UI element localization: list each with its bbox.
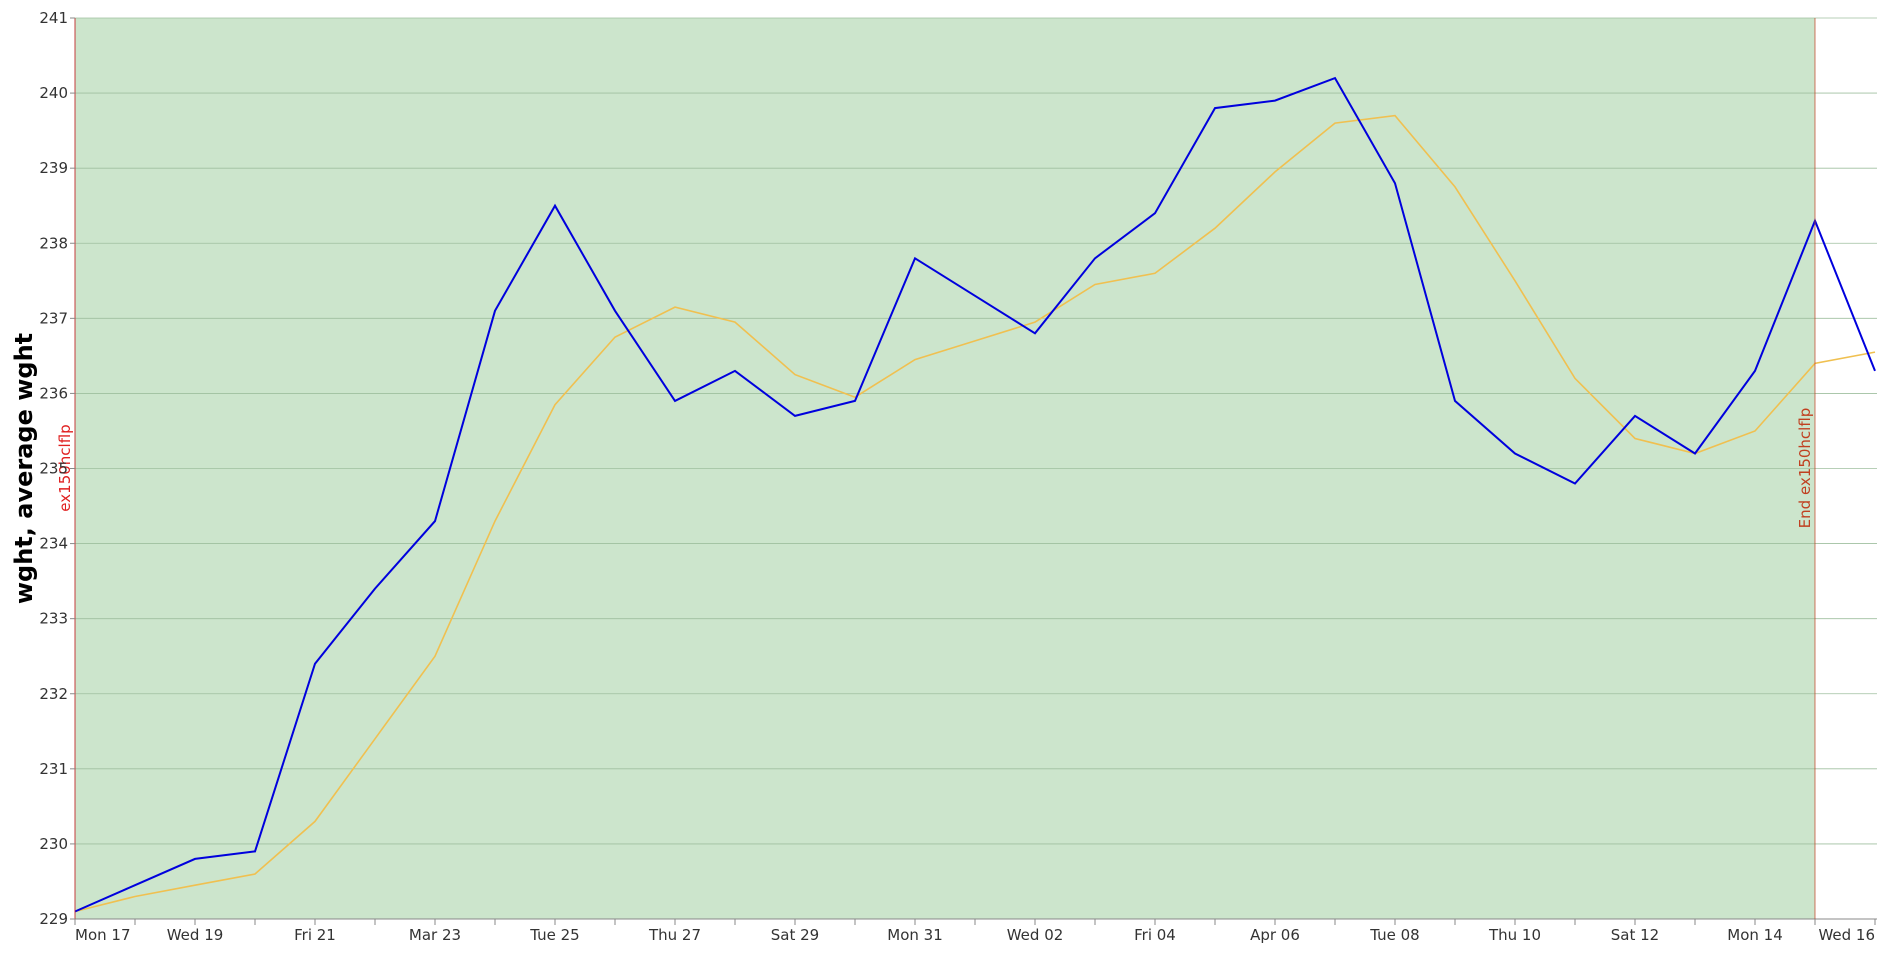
x-tick-label: Tue 25 [529, 926, 579, 944]
y-tick-label: 236 [39, 384, 68, 402]
x-tick-label: Mon 17 [75, 926, 130, 944]
y-axis-title: wght, average wght [10, 333, 38, 604]
x-tick-label: Fri 04 [1134, 926, 1176, 944]
y-tick-label: 232 [39, 685, 68, 703]
x-tick-label: Wed 16 [1818, 926, 1875, 944]
x-tick-label: Tue 08 [1369, 926, 1419, 944]
annotation-label: End ex150hclflp [1796, 408, 1814, 529]
y-tick-label: 233 [39, 610, 68, 628]
grid-lines [75, 17, 1877, 920]
y-tick-label: 229 [39, 910, 68, 928]
y-tick-label: 241 [39, 9, 68, 27]
x-tick-label: Thu 10 [1488, 926, 1541, 944]
x-tick-label: Sat 29 [771, 926, 819, 944]
x-tick-label: Wed 19 [167, 926, 224, 944]
series-line-average-wght [74, 114, 1876, 913]
x-tick-label: Mon 14 [1727, 926, 1782, 944]
y-tick-label: 231 [39, 760, 68, 778]
y-tick-label: 234 [39, 535, 68, 553]
x-tick-label: Thu 27 [648, 926, 701, 944]
y-tick-label: 237 [39, 309, 68, 327]
y-tick-label: 239 [39, 159, 68, 177]
x-tick-label: Sat 12 [1611, 926, 1659, 944]
x-tick-label: Apr 06 [1250, 926, 1300, 944]
y-axis-ticks: 229 230 231 232 233 234 235 236 237 238 239 240 241 [39, 9, 75, 928]
annotation-label: ex150hclflp [56, 424, 74, 511]
series-lines [74, 76, 1876, 913]
series-line-wght [74, 76, 1876, 913]
y-tick-label: 238 [39, 234, 68, 252]
x-tick-label: Mon 31 [887, 926, 942, 944]
x-axis-ticks: Mon 17 Wed 19 Fri 21 Mar 23 Tue 25 Thu 27 Sat … [74, 919, 1876, 944]
x-tick-label: Mar 23 [409, 926, 461, 944]
y-tick-label: 230 [39, 835, 68, 853]
x-tick-label: Wed 02 [1007, 926, 1064, 944]
y-tick-label: 240 [39, 84, 68, 102]
x-tick-label: Fri 21 [294, 926, 336, 944]
y-tick-label: 235 [39, 460, 68, 478]
